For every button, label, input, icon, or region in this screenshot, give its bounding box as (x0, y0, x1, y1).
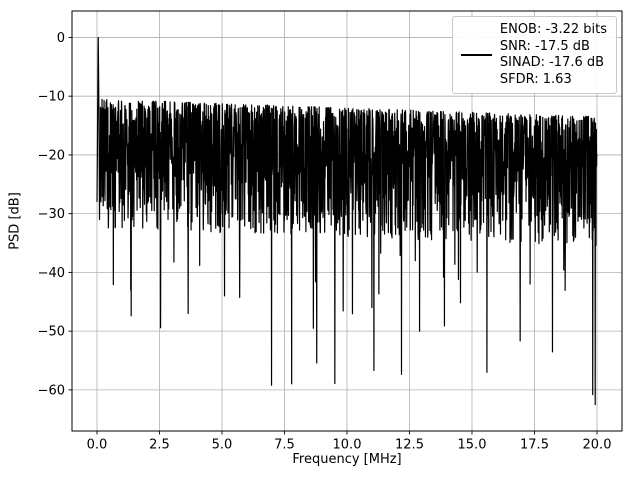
legend-text-block: ENOB: -3.22 bits SNR: -17.5 dB SINAD: -1… (500, 22, 607, 88)
legend-sfdr: SFDR: 1.63 (499, 71, 572, 87)
y-tick-label: −20 (38, 148, 65, 163)
x-tick-label: 15.0 (458, 438, 487, 453)
legend-line-sample (460, 54, 492, 56)
y-tick-label: 0 (57, 31, 65, 46)
y-tick-label: −10 (38, 90, 65, 105)
x-tick-label: 5.0 (212, 438, 233, 453)
x-axis-ticks: 0.0 2.5 5.0 7.5 10.0 12.5 15.0 17.5 20.0 (87, 431, 612, 453)
y-tick-label: −50 (38, 325, 65, 340)
x-tick-label: 2.5 (149, 438, 170, 453)
x-tick-label: 10.0 (333, 438, 362, 453)
x-tick-label: 12.5 (395, 438, 424, 453)
x-axis-label: Frequency [MHz] (292, 452, 402, 467)
x-tick-label: 7.5 (274, 438, 295, 453)
psd-trace (96, 36, 598, 406)
y-axis-label: PSD [dB] (7, 192, 23, 250)
x-tick-label: 20.0 (583, 438, 612, 453)
y-tick-label: −60 (38, 383, 65, 398)
y-tick-label: −40 (38, 266, 65, 281)
y-axis-ticks: 0 −10 −20 −30 −40 −50 −60 (38, 31, 72, 398)
y-tick-label: −30 (38, 207, 65, 222)
legend-snr: SNR: -17.5 dB (499, 38, 590, 54)
x-tick-label: 17.5 (520, 438, 549, 453)
x-tick-label: 0.0 (87, 438, 108, 453)
legend-enob: ENOB: -3.22 bits (499, 22, 607, 37)
legend-sinad: SINAD: -17.6 dB (499, 55, 605, 70)
legend: ENOB: -3.22 bits SNR: -17.5 dB SINAD: -1… (451, 16, 617, 94)
